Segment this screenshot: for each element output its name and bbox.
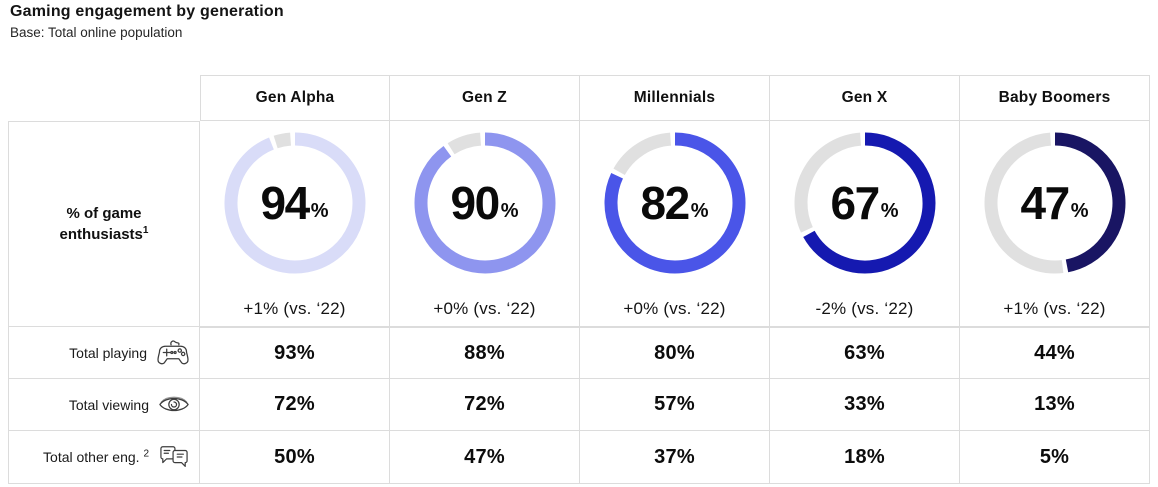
donut-unit: % xyxy=(500,199,519,222)
value-total-viewing-gen-alpha: 72% xyxy=(200,379,390,431)
value-total-playing-baby-boomers: 44% xyxy=(960,327,1150,379)
value-total-playing-gen-alpha: 93% xyxy=(200,327,390,379)
table-corner-cell xyxy=(8,75,200,121)
donut-ring xyxy=(224,132,365,274)
change-label-gen-alpha: +1% (vs. ‘22) xyxy=(243,299,346,318)
donut-cell-gen-x: 67% -2% (vs. ‘22) xyxy=(770,121,960,327)
footnote-marker-1: 1 xyxy=(142,225,149,236)
change-label-gen-z: +0% (vs. ‘22) xyxy=(433,299,536,318)
value-total-other-gen-z: 47% xyxy=(390,431,580,484)
donut-center-label: 90% xyxy=(410,128,560,278)
donut-cell-gen-z: 90% +0% (vs. ‘22) xyxy=(390,121,580,327)
donut-center-label: 94% xyxy=(220,128,370,278)
row-label-game-enthusiasts: % of game enthusiasts1 xyxy=(8,121,200,327)
page-subtitle: Base: Total online population xyxy=(10,25,183,40)
donut-value: 67 xyxy=(830,177,881,229)
value-total-playing-millennials: 80% xyxy=(580,327,770,379)
donut-baby-boomers: 47% xyxy=(980,128,1130,278)
donut-value: 82 xyxy=(640,177,691,229)
generation-header-gen-x: Gen X xyxy=(770,75,960,121)
value-total-viewing-baby-boomers: 13% xyxy=(960,379,1150,431)
value-total-other-gen-x: 18% xyxy=(770,431,960,484)
change-label-gen-x: -2% (vs. ‘22) xyxy=(815,299,914,318)
donut-unit: % xyxy=(880,199,899,222)
donut-unit: % xyxy=(690,199,709,222)
donut-value: 90 xyxy=(450,177,501,229)
donut-center-label: 47% xyxy=(980,128,1130,278)
value-total-other-millennials: 37% xyxy=(580,431,770,484)
donut-ring xyxy=(984,132,1125,274)
generation-header-baby-boomers: Baby Boomers xyxy=(960,75,1150,121)
row-label-total-other-engagement: Total other eng. 2 xyxy=(8,431,200,484)
row-label-total-viewing: Total viewing xyxy=(8,379,200,431)
change-label-baby-boomers: +1% (vs. ‘22) xyxy=(1003,299,1106,318)
value-total-playing-gen-x: 63% xyxy=(770,327,960,379)
donut-center-label: 67% xyxy=(790,128,940,278)
gamepad-icon xyxy=(156,338,190,367)
donut-gen-x: 67% xyxy=(790,128,940,278)
donut-center-label: 82% xyxy=(600,128,750,278)
row-label-total-playing: Total playing xyxy=(8,327,200,379)
chat-icon xyxy=(158,443,190,471)
donut-value: 47 xyxy=(1020,177,1071,229)
value-total-viewing-gen-x: 33% xyxy=(770,379,960,431)
donut-cell-gen-alpha: 94% +1% (vs. ‘22) xyxy=(200,121,390,327)
change-label-millennials: +0% (vs. ‘22) xyxy=(623,299,726,318)
donut-millennials: 82% xyxy=(600,128,750,278)
eye-icon xyxy=(158,393,190,416)
donut-cell-millennials: 82% +0% (vs. ‘22) xyxy=(580,121,770,327)
donut-ring xyxy=(414,132,555,274)
donut-ring xyxy=(794,132,935,274)
value-total-viewing-millennials: 57% xyxy=(580,379,770,431)
donut-unit: % xyxy=(1070,199,1089,222)
donut-unit: % xyxy=(310,199,329,222)
donut-gen-z: 90% xyxy=(410,128,560,278)
engagement-table: Gen Alpha Gen Z Millennials Gen X Baby B… xyxy=(8,75,1150,484)
donut-cell-baby-boomers: 47% +1% (vs. ‘22) xyxy=(960,121,1150,327)
donut-gen-alpha: 94% xyxy=(220,128,370,278)
generation-header-gen-z: Gen Z xyxy=(390,75,580,121)
page-title: Gaming engagement by generation xyxy=(10,3,284,20)
generation-header-gen-alpha: Gen Alpha xyxy=(200,75,390,121)
value-total-viewing-gen-z: 72% xyxy=(390,379,580,431)
footnote-marker-2: 2 xyxy=(143,448,149,460)
value-total-playing-gen-z: 88% xyxy=(390,327,580,379)
donut-ring xyxy=(604,132,745,274)
value-total-other-baby-boomers: 5% xyxy=(960,431,1150,484)
title-block: Gaming engagement by generation Base: To… xyxy=(10,3,284,40)
donut-value: 94 xyxy=(260,177,311,229)
generation-header-millennials: Millennials xyxy=(580,75,770,121)
value-total-other-gen-alpha: 50% xyxy=(200,431,390,484)
